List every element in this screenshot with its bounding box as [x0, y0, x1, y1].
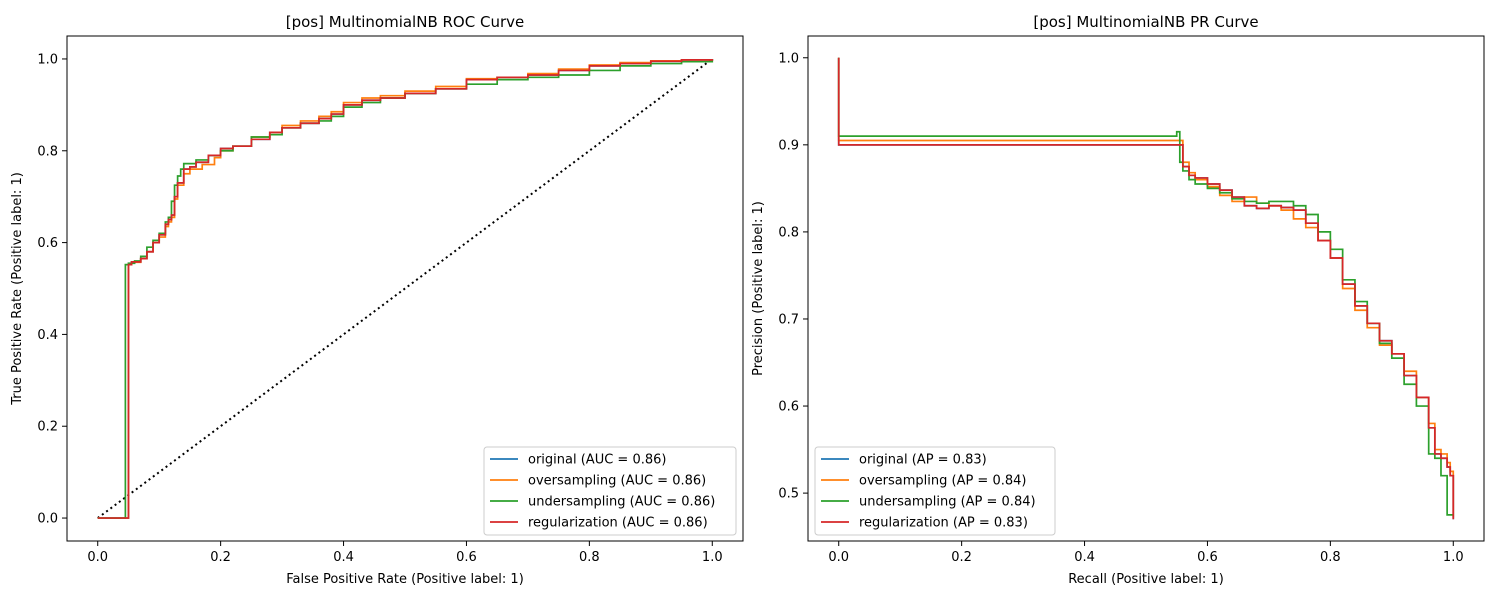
series-line-4 [837, 57, 1455, 520]
legend-label-1: original (AUC = 0.86) [528, 453, 666, 468]
x-tick-label: 0.4 [333, 550, 354, 565]
legend-box [814, 446, 1056, 536]
series-line-4 [97, 58, 714, 519]
y-tick-label: 0.2 [37, 420, 58, 435]
y-axis-label: Precision (Positive label: 1) [751, 201, 766, 376]
legend-label-1: original (AP = 0.83) [859, 453, 987, 468]
axes-frame [66, 35, 744, 542]
chance-line [97, 58, 713, 519]
legend-label-2: oversampling (AUC = 0.86) [528, 474, 706, 489]
y-tick-label: 0.9 [778, 138, 799, 153]
x-tick-label: 0.2 [951, 550, 972, 565]
y-tick-label: 0.5 [778, 487, 799, 502]
legend: original (AP = 0.83) oversampling (AP = 0… [814, 446, 1056, 536]
y-tick-label: 0.8 [778, 225, 799, 240]
series-line-3 [97, 58, 714, 519]
x-tick-label: 0.0 [87, 550, 108, 565]
x-tick-label: 0.0 [828, 550, 849, 565]
x-tick-label: 1.0 [702, 550, 723, 565]
axes-frame [807, 35, 1485, 542]
legend-label-3: undersampling (AUC = 0.86) [528, 495, 715, 510]
y-tick-label: 0.8 [37, 144, 58, 159]
legend: original (AUC = 0.86) oversampling (AUC =… [483, 446, 737, 536]
y-tick-label: 0.6 [37, 236, 58, 251]
series-layer [837, 57, 1455, 520]
legend-label-4: regularization (AP = 0.83) [859, 516, 1028, 531]
x-tick-label: 0.2 [210, 550, 231, 565]
y-tick-label: 0.6 [778, 400, 799, 415]
y-tick-label: 0.0 [37, 512, 58, 527]
legend-box [483, 446, 737, 536]
x-tick-label: 0.6 [1197, 550, 1218, 565]
legend-label-2: oversampling (AP = 0.84) [859, 474, 1026, 489]
x-axis-label: Recall (Positive label: 1) [1068, 572, 1224, 587]
x-tick-label: 0.8 [579, 550, 600, 565]
series-layer [97, 58, 714, 519]
y-tick-label: 0.4 [37, 328, 58, 343]
legend-label-4: regularization (AUC = 0.86) [528, 516, 708, 531]
x-tick-label: 0.4 [1074, 550, 1095, 565]
chart-panel-1: [pos] MultinomialNB ROC Curve 0.0 0.2 0.4 0.… [10, 13, 744, 587]
y-axis-label: True Positive Rate (Positive label: 1) [10, 172, 25, 406]
x-tick-label: 0.8 [1320, 550, 1341, 565]
chart-title: [pos] MultinomialNB PR Curve [1033, 13, 1258, 31]
x-tick-label: 1.0 [1443, 550, 1464, 565]
y-tick-label: 0.7 [778, 312, 799, 327]
x-tick-label: 0.6 [456, 550, 477, 565]
chart-panel-2: [pos] MultinomialNB PR Curve 0.0 0.2 0.4 0.6… [751, 13, 1485, 587]
x-axis-label: False Positive Rate (Positive label: 1) [286, 572, 524, 587]
y-tick-label: 1.0 [37, 52, 58, 67]
y-tick-label: 1.0 [778, 51, 799, 66]
legend-label-3: undersampling (AP = 0.84) [859, 495, 1036, 510]
chart-title: [pos] MultinomialNB ROC Curve [286, 13, 524, 31]
